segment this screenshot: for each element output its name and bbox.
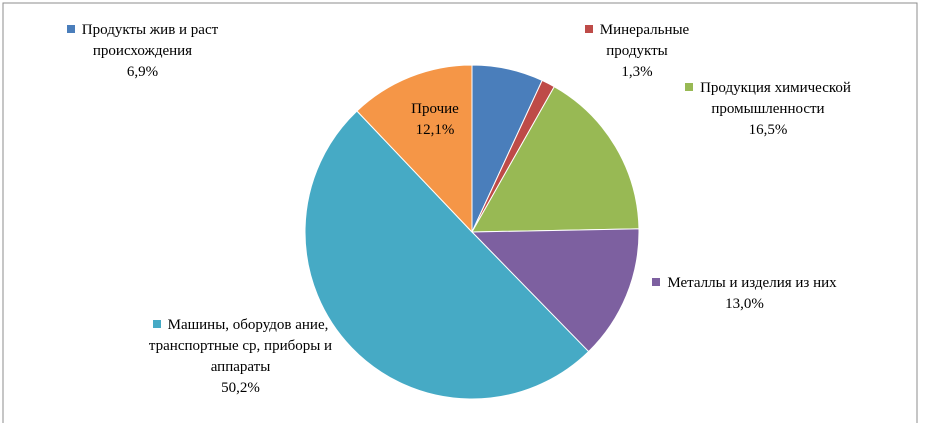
value-label: 12,1% [415,122,455,138]
label-name-line: Минеральные продукты [562,20,712,62]
data-label: Продукты жив и раст происхождения 6,9% [55,20,230,83]
category-label: Металлы и изделия из них [667,275,837,291]
data-label: Продукция химической промышленности 16,5% [678,78,858,141]
label-name-line: Машины, оборудов ание, транспортные ср, … [138,315,343,378]
value-label: 6,9% [126,64,159,80]
value-label: 13,0% [725,296,764,312]
legend-marker [652,278,661,286]
legend-marker [685,83,694,91]
legend-marker [66,25,75,33]
data-label: Машины, оборудов ание, транспортные ср, … [138,315,343,399]
category-label: Прочие [411,101,459,117]
label-name-line: Прочие [385,99,485,120]
data-label: Минеральные продукты 1,3% [562,20,712,83]
legend-marker [584,25,593,33]
value-label: 16,5% [748,122,788,138]
pie-slice [471,85,640,233]
category-label: Минеральные продукты [599,22,690,59]
pie-slice [356,64,473,234]
pie-slice [470,228,640,353]
data-label: Прочие 12,1% [385,99,485,141]
label-name-line: Продукты жив и раст происхождения [55,20,230,62]
label-name-line: Продукция химической промышленности [678,78,858,120]
pie-slice [304,110,590,400]
category-label: Машины, оборудов ание, транспортные ср, … [148,317,333,375]
value-label: 1,3% [621,64,653,80]
legend-marker [152,320,161,328]
category-label: Продукция химической промышленности [700,80,851,117]
category-label: Продукты жив и раст происхождения [81,22,219,59]
value-label: 50,2% [221,380,260,396]
label-name-line: Металлы и изделия из них [642,273,847,294]
data-label: Металлы и изделия из них 13,0% [642,273,847,315]
